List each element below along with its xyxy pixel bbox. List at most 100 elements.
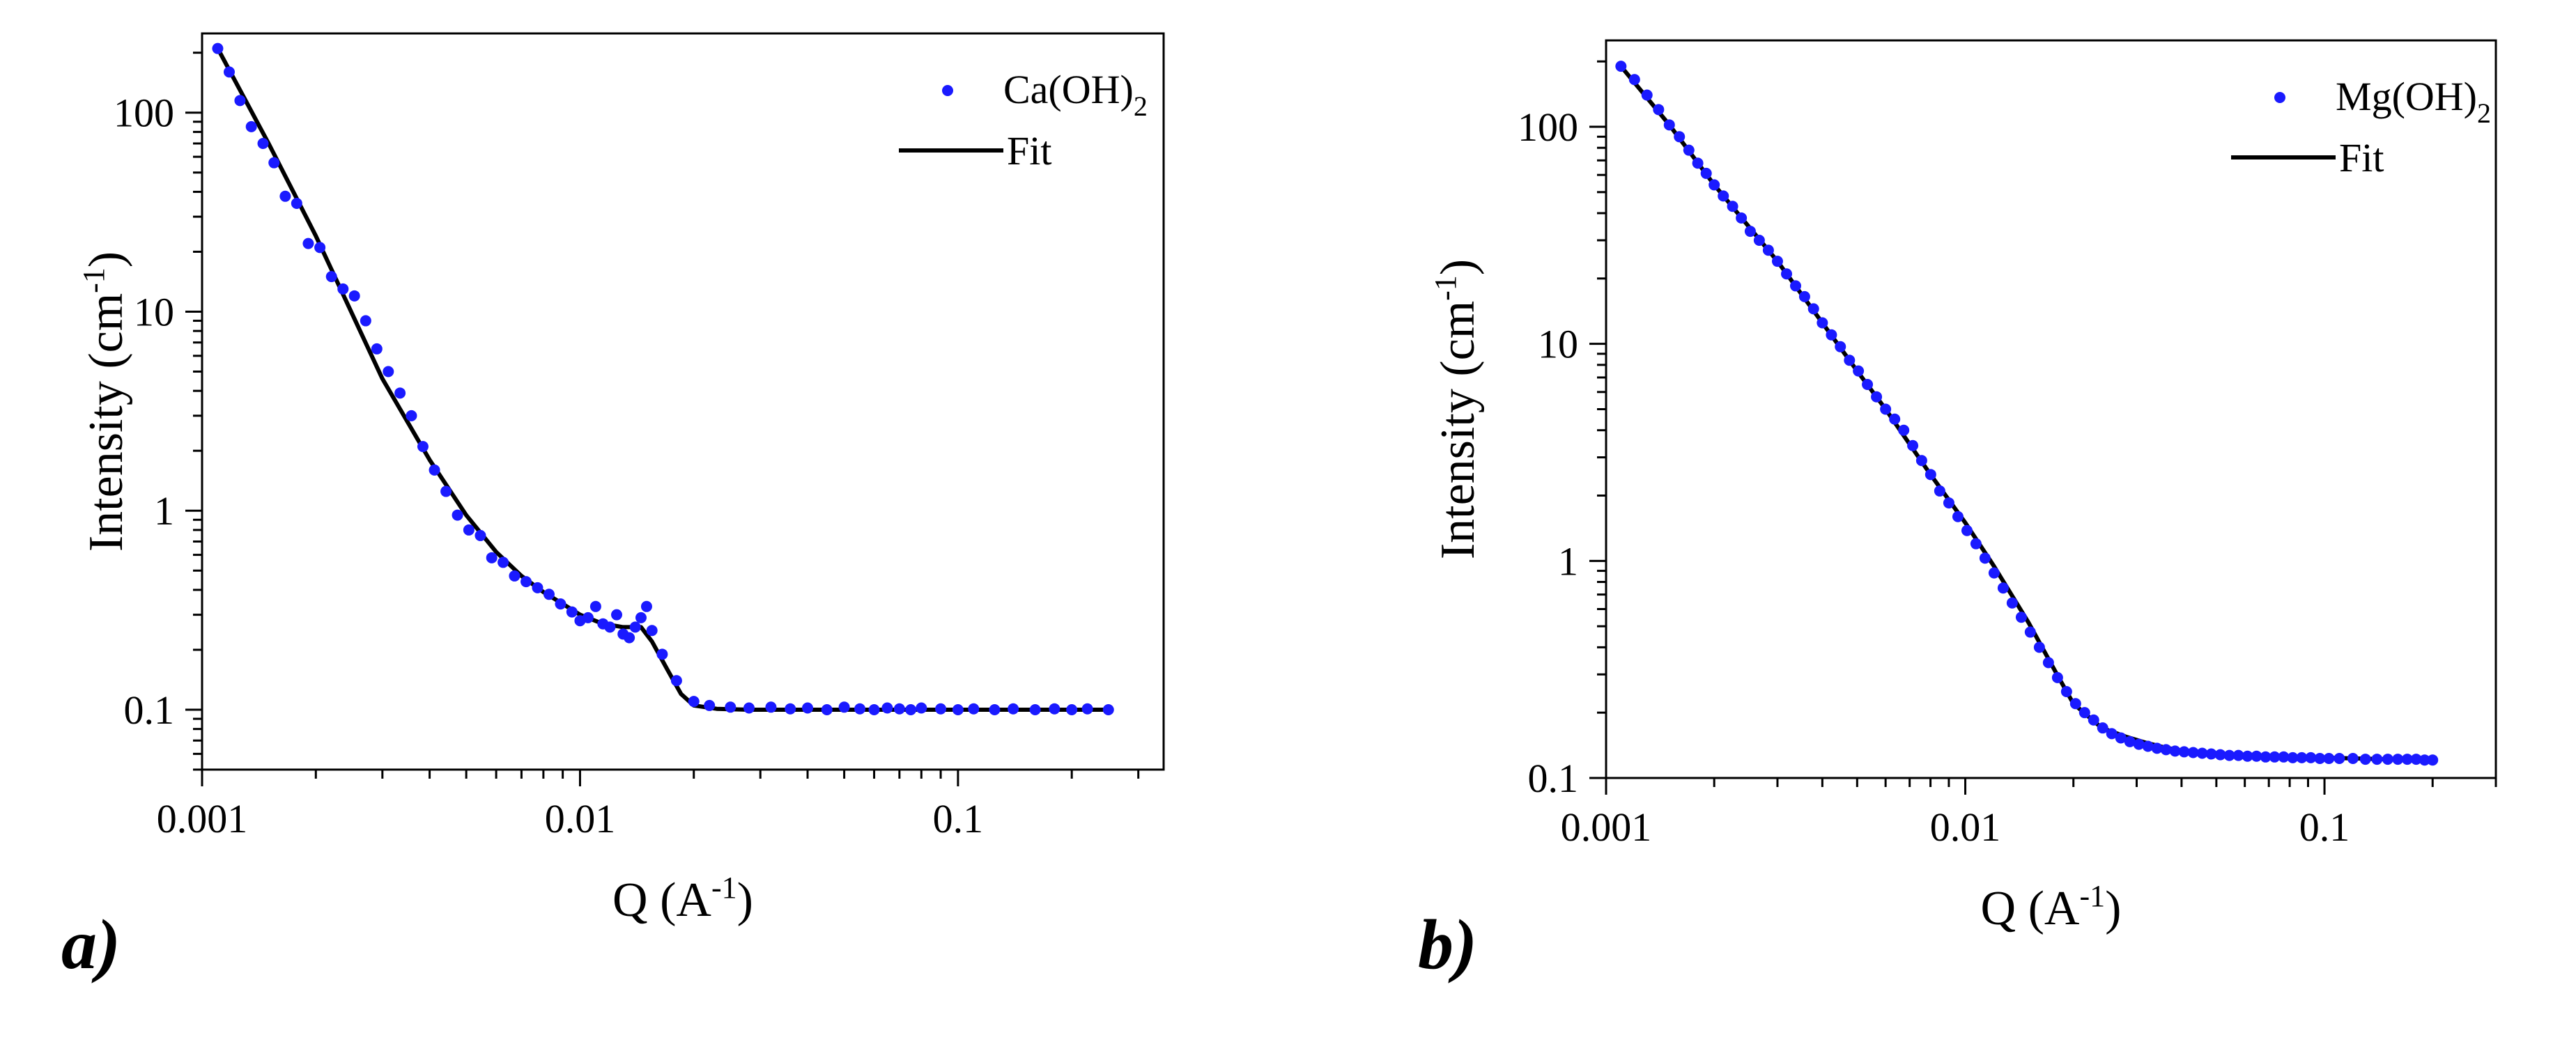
data-point xyxy=(1907,439,1919,451)
data-point xyxy=(785,703,796,715)
data-point xyxy=(1844,355,1856,366)
data-point xyxy=(2015,612,2027,623)
data-point xyxy=(935,703,947,715)
data-point xyxy=(893,703,905,715)
data-point xyxy=(2401,754,2413,765)
y-tick-label: 1 xyxy=(154,488,174,534)
data-point xyxy=(1683,144,1695,156)
data-point xyxy=(2160,744,2172,756)
x-tick-label: 0.001 xyxy=(1561,804,1652,850)
data-point xyxy=(2427,754,2439,766)
data-point xyxy=(555,598,566,610)
legend-marker xyxy=(942,85,953,96)
x-tick-label: 0.01 xyxy=(545,796,616,841)
data-point xyxy=(2097,722,2108,734)
data-point xyxy=(2232,749,2244,761)
data-point xyxy=(1102,703,1114,715)
data-point xyxy=(1807,303,1819,315)
data-point xyxy=(688,696,700,708)
data-point xyxy=(881,702,893,714)
data-point xyxy=(1943,497,1954,509)
data-point xyxy=(1871,391,1883,403)
data-point xyxy=(1898,424,1910,436)
data-point xyxy=(2078,707,2090,719)
y-tick-label: 100 xyxy=(1518,104,1578,150)
data-point xyxy=(1718,190,1729,202)
data-point xyxy=(635,612,647,623)
data-point xyxy=(2205,748,2217,760)
data-point xyxy=(543,589,555,600)
x-tick-label: 0.001 xyxy=(157,796,248,841)
data-point xyxy=(640,600,652,612)
data-point xyxy=(2088,714,2099,726)
chart-panel-a: 0.001 0.01 0.1 0.1 1 10 100 Q (A-1) Intensity (c… xyxy=(77,32,1165,927)
data-point xyxy=(611,609,623,621)
data-point xyxy=(629,621,641,633)
data-point xyxy=(257,137,269,149)
data-point xyxy=(2296,752,2308,763)
data-point xyxy=(1663,119,1675,131)
data-point xyxy=(371,343,383,355)
data-point xyxy=(743,702,755,714)
data-point xyxy=(337,283,349,295)
data-point xyxy=(2347,752,2359,764)
data-point xyxy=(2223,749,2235,761)
data-point xyxy=(589,600,601,612)
y-tick-label: 1 xyxy=(1558,538,1578,584)
data-point xyxy=(532,582,543,593)
data-point xyxy=(1736,212,1748,224)
y-tick-label: 0.1 xyxy=(124,687,175,733)
legend-marker xyxy=(2274,92,2285,103)
data-point xyxy=(475,529,486,541)
data-point xyxy=(440,485,452,497)
data-point xyxy=(1997,582,2009,594)
data-point xyxy=(1049,703,1061,715)
data-point xyxy=(1709,179,1720,191)
fit-line xyxy=(215,47,1109,712)
data-point xyxy=(417,441,429,453)
data-point xyxy=(566,606,578,618)
data-point xyxy=(1880,403,1892,415)
data-point xyxy=(2006,597,2018,609)
y-tick-label: 100 xyxy=(114,91,174,136)
data-point xyxy=(1628,74,1640,86)
data-point xyxy=(2033,641,2045,653)
panel-label-b: b) xyxy=(1418,905,1477,984)
data-point xyxy=(348,290,360,302)
data-point xyxy=(2151,742,2163,754)
data-point xyxy=(952,703,964,715)
x-tick-label: 0.1 xyxy=(933,796,984,841)
data-point xyxy=(1862,378,1874,390)
data-point xyxy=(1753,234,1765,246)
data-point xyxy=(604,621,616,633)
data-point xyxy=(383,366,394,377)
data-point xyxy=(1853,365,1865,377)
x-axis-title: Q (A-1) xyxy=(612,871,753,927)
data-point xyxy=(1988,567,2000,579)
data-point xyxy=(968,703,980,715)
data-point xyxy=(1653,104,1665,116)
data-point xyxy=(1771,256,1783,267)
data-point xyxy=(670,675,682,687)
data-point xyxy=(1066,703,1078,715)
data-point xyxy=(234,95,246,107)
data-point xyxy=(646,625,658,637)
data-point xyxy=(1008,703,1019,715)
data-point xyxy=(2214,749,2226,761)
y-axis-title: Intensity (cm-1) xyxy=(77,251,133,552)
data-point xyxy=(916,702,927,714)
data-point xyxy=(1934,485,1945,497)
data-point xyxy=(1641,89,1653,101)
data-point xyxy=(1826,329,1837,341)
data-point xyxy=(245,120,257,132)
legend-label-data: Ca(OH)2 xyxy=(1003,67,1148,122)
data-point xyxy=(1961,524,1973,536)
x-axis-title: Q (A-1) xyxy=(1981,879,2122,935)
data-point xyxy=(2419,754,2430,766)
data-point xyxy=(520,576,532,588)
data-point xyxy=(498,556,509,568)
data-point xyxy=(2178,746,2190,758)
data-point xyxy=(291,197,302,209)
fit-line xyxy=(1619,65,2433,763)
